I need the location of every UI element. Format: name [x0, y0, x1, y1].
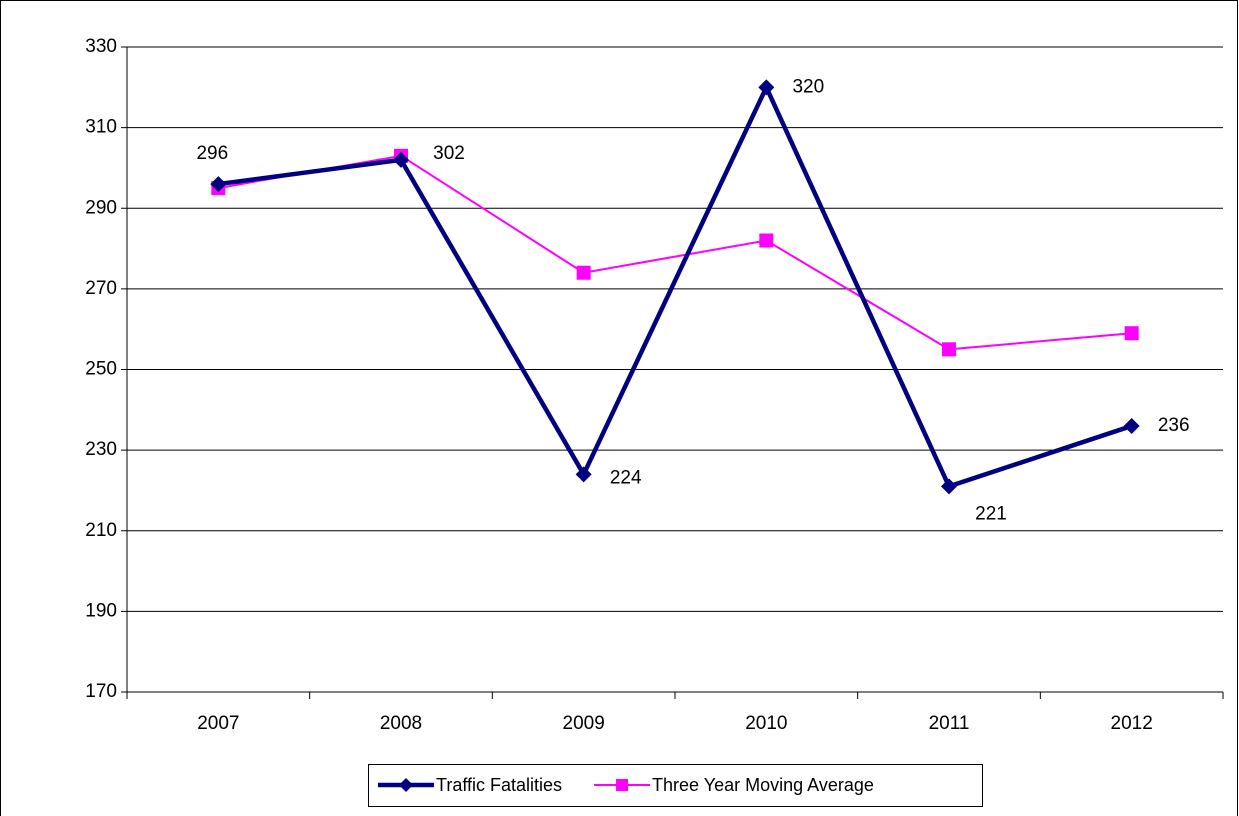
marker [576, 265, 591, 280]
legend-label: Traffic Fatalities [436, 775, 562, 795]
marker [758, 79, 775, 96]
y-tick-label: 170 [85, 681, 117, 702]
marker [1123, 417, 1140, 434]
x-tick-label: 2008 [380, 713, 422, 734]
legend: Traffic Fatalities Three Year Moving Aver… [368, 764, 983, 807]
data-label: 236 [1158, 415, 1190, 436]
y-tick-label: 210 [85, 520, 117, 541]
data-label: 296 [196, 143, 228, 164]
x-tick-label: 2011 [929, 713, 970, 734]
x-tick-label: 2009 [563, 713, 605, 734]
marker [759, 233, 774, 248]
marker [941, 478, 957, 495]
marker [1124, 326, 1139, 341]
legend-box [368, 764, 983, 807]
series-line [218, 154, 1132, 351]
y-tick-label: 190 [85, 600, 117, 621]
marker [399, 778, 413, 792]
x-tick-label: 2010 [745, 713, 787, 734]
y-tick-label: 290 [85, 197, 117, 218]
data-label: 224 [610, 467, 642, 488]
series-line [218, 85, 1133, 489]
legend-label: Three Year Moving Average [652, 775, 874, 795]
marker [616, 779, 629, 791]
data-label: 302 [433, 143, 465, 164]
x-tick-label: 2012 [1111, 713, 1153, 734]
marker [210, 176, 227, 193]
data-label: 221 [975, 503, 1007, 524]
data-label: 320 [792, 76, 824, 97]
y-tick-label: 270 [85, 278, 117, 299]
x-tick-label: 2007 [197, 713, 239, 734]
y-tick-label: 250 [85, 359, 117, 380]
marker [393, 151, 409, 168]
y-tick-label: 230 [85, 439, 117, 460]
y-tick-label: 310 [85, 117, 117, 138]
marker [942, 342, 956, 357]
marker [575, 466, 592, 483]
y-tick-label: 330 [85, 36, 117, 57]
